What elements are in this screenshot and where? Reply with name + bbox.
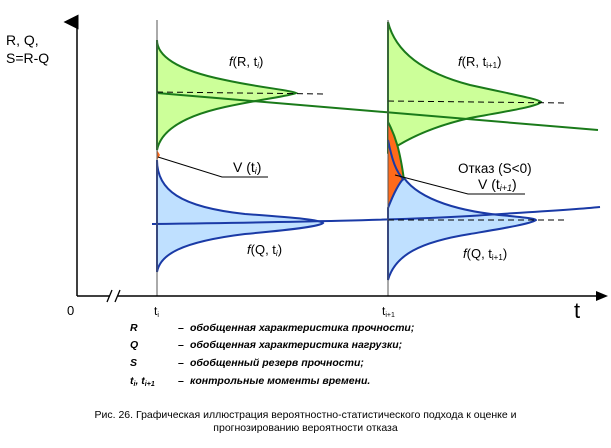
label-fQ-ti-main: (Q, t	[251, 242, 277, 257]
x-axis-label: t	[574, 298, 580, 323]
label-fR-ti: f(R, ti)	[229, 54, 263, 70]
figure-caption: Рис. 26. Графическая иллюстрация вероятн…	[40, 409, 571, 435]
legend-dash-t: –	[178, 375, 184, 387]
label-fR-ti1-f: f	[458, 54, 463, 69]
label-failure: Отказ (S<0)	[458, 161, 532, 176]
load-mean-trend	[151, 206, 601, 225]
label-fR-ti-main: (R, t	[233, 54, 258, 69]
legend-symbol-S: S	[130, 357, 137, 369]
legend-text-t: контрольные моменты времени.	[190, 375, 370, 387]
label-fR-ti-f: f	[229, 54, 234, 69]
label-fQ-ti1-close: )	[503, 246, 507, 261]
label-fR-ti-close: )	[259, 54, 263, 69]
label-fQ-ti1-sub: i+1	[492, 253, 503, 262]
legend-symbol-t-main: t	[130, 375, 134, 387]
caption-line-2: прогнозированию вероятности отказа	[213, 422, 398, 434]
legend-symbol-R: R	[130, 322, 138, 334]
label-fQ-ti1-f: f	[463, 246, 468, 261]
load-distribution-ti	[156, 159, 325, 273]
label-fR-ti1: f(R, ti+1)	[458, 54, 501, 70]
label-V-ti-sub: i	[255, 166, 258, 176]
strength-mode-dash-ti	[156, 91, 326, 95]
label-fQ-ti: f(Q, ti)	[247, 242, 282, 258]
origin-label: 0	[67, 303, 74, 318]
load-distribution-ti1	[387, 176, 538, 281]
label-V-ti: V (ti)	[233, 159, 261, 176]
legend-dash-Q: –	[178, 339, 184, 351]
strength-mean-trend	[156, 92, 599, 131]
legend-symbol-t-sep: , t	[134, 375, 145, 387]
label-fQ-ti1: f(Q, ti+1)	[463, 246, 507, 262]
legend-text-S: обобщенный резерв прочности;	[190, 357, 364, 369]
label-fR-ti1-sub: i+1	[486, 61, 497, 70]
tick-ti1-main: t	[382, 304, 386, 318]
tick-ti: ti	[154, 304, 159, 319]
label-fQ-ti1-main: (Q, t	[467, 246, 493, 261]
label-fQ-ti-sub: i	[276, 249, 278, 258]
strength-distribution-ti	[156, 39, 299, 151]
tick-ti-main: t	[154, 304, 158, 318]
legend-symbol-t: ti, ti+1	[130, 375, 155, 388]
legend-symbol-t-sub2: i+1	[145, 381, 155, 388]
label-V-ti1-main: V (t	[478, 176, 500, 192]
label-fR-ti1-main: (R, t	[462, 54, 487, 69]
label-fQ-ti-close: )	[278, 242, 282, 257]
strength-distribution-ti1	[387, 21, 543, 154]
load-curve-ti1-upper	[387, 139, 405, 181]
failure-region-ti	[157, 150, 160, 160]
legend-dash-R: –	[178, 322, 184, 334]
label-fQ-ti-f: f	[247, 242, 252, 257]
legend-text-Q: обобщенная характеристика нагрузки;	[190, 339, 402, 351]
tick-ti1-sub: i+1	[385, 312, 395, 319]
y-axis-label-line1: R, Q,	[6, 32, 39, 48]
label-V-ti-close: )	[257, 159, 262, 175]
legend-dash-S: –	[178, 357, 184, 369]
label-fR-ti1-close: )	[497, 54, 501, 69]
strength-curve-ti1-lower	[387, 121, 405, 181]
leader-V-ti1	[394, 174, 525, 195]
x-axis-arrowhead	[596, 291, 608, 301]
label-V-ti-main: V (t	[233, 159, 255, 175]
axis-break-gap	[110, 289, 118, 303]
legend: R – обобщенная характеристика прочности;…	[130, 322, 414, 388]
label-V-ti1: V (ti+1)	[478, 176, 517, 193]
axis-break-mark	[106, 289, 121, 303]
label-fR-ti-sub: i	[257, 61, 259, 70]
leader-V-ti	[157, 156, 268, 178]
label-V-ti1-close: )	[512, 176, 517, 192]
legend-text-R: обобщенная характеристика прочности;	[190, 322, 414, 334]
legend-symbol-Q: Q	[130, 339, 138, 351]
label-V-ti1-sub: i+1	[500, 183, 512, 193]
tick-ti-sub: i	[157, 312, 159, 319]
y-axis-label-line2: S=R-Q	[6, 50, 49, 66]
caption-line-1: Рис. 26. Графическая иллюстрация вероятн…	[94, 409, 517, 421]
legend-symbol-t-sub: i	[134, 381, 137, 388]
tick-ti1: ti+1	[382, 304, 395, 319]
